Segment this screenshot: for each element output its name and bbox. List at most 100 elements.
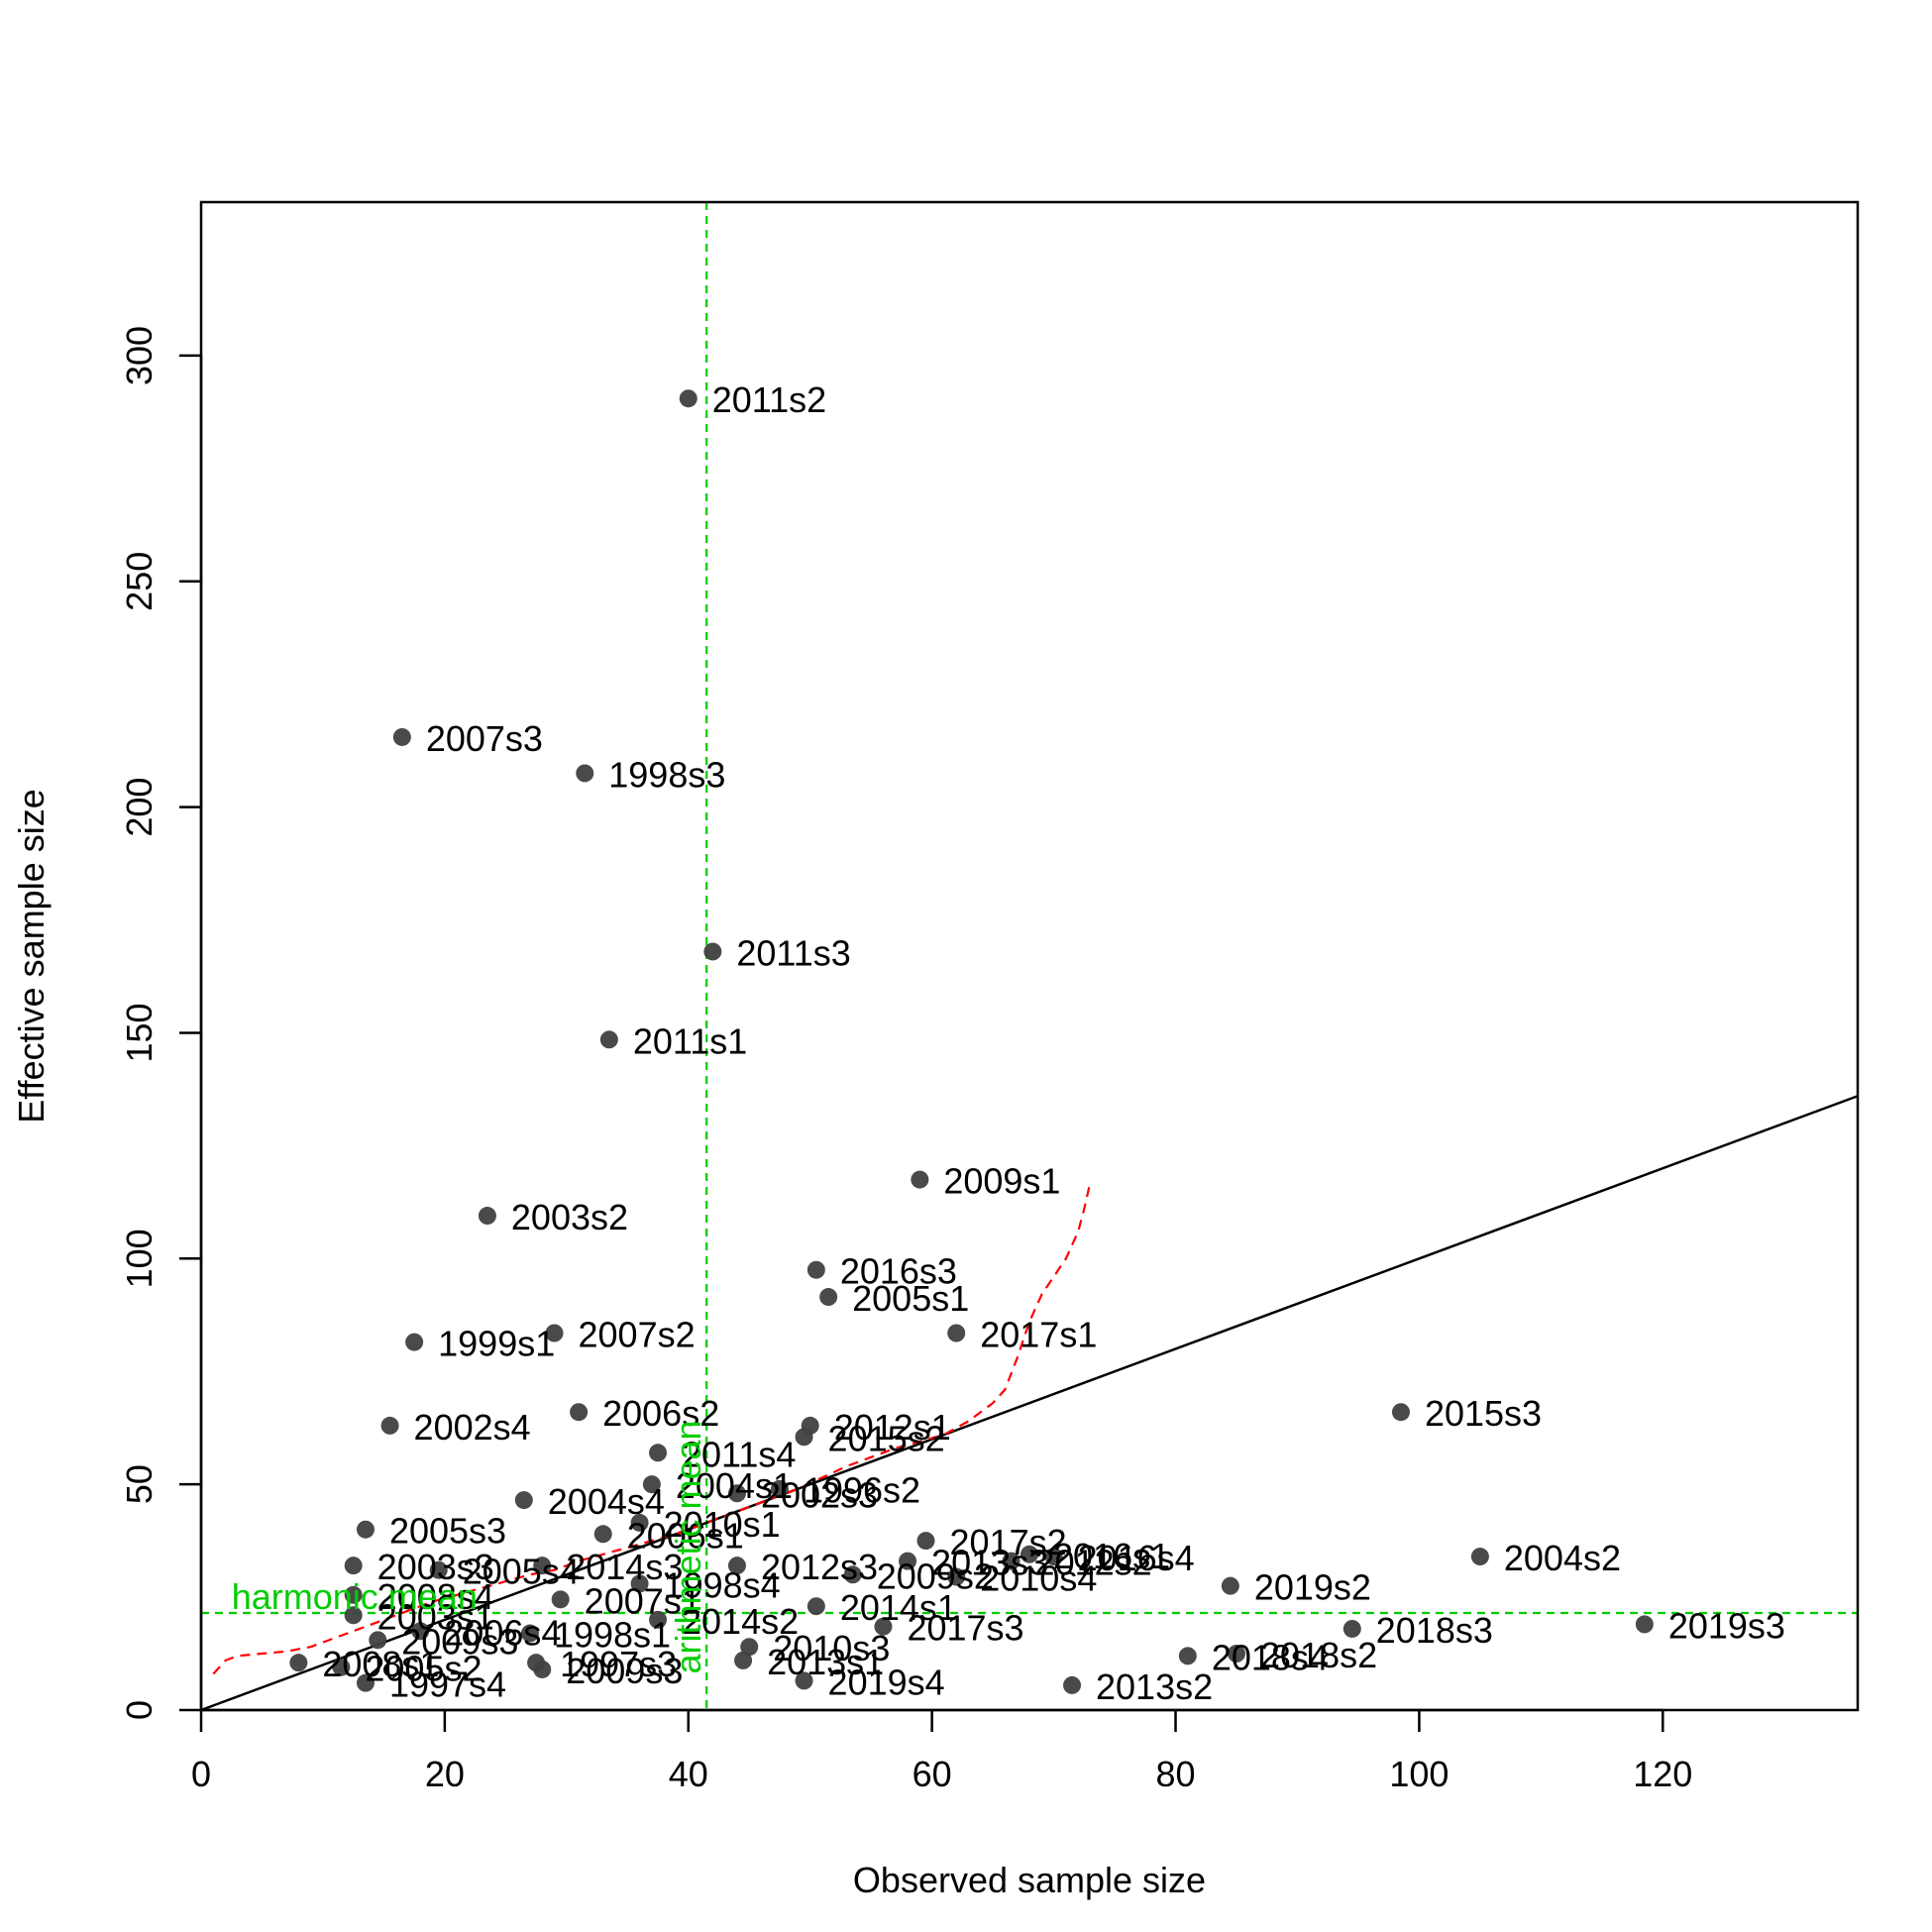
data-point-label: 2002s3 — [761, 1474, 878, 1515]
x-tick-label: 0 — [191, 1754, 211, 1794]
data-point — [819, 1288, 838, 1307]
data-point-label: 2009s3 — [401, 1621, 518, 1662]
data-point-label: 2011s1 — [633, 1020, 747, 1061]
data-point-label: 2008s1 — [322, 1644, 439, 1684]
data-point-label: 2019s3 — [1668, 1605, 1785, 1646]
data-point — [392, 727, 411, 746]
data-point-label: 1997s4 — [389, 1664, 506, 1705]
x-tick-label: 20 — [425, 1754, 465, 1794]
data-point — [533, 1660, 552, 1678]
x-tick-label: 100 — [1389, 1754, 1449, 1794]
data-point — [649, 1444, 668, 1462]
reference-labels: harmonic mean arithmetic mean — [232, 1420, 708, 1673]
data-point-label: 2016s1 — [1053, 1536, 1170, 1576]
data-point-label: 2010s1 — [664, 1504, 781, 1545]
y-tick-label: 200 — [119, 778, 160, 837]
data-point — [570, 1403, 589, 1422]
data-point-label: 2003s1 — [377, 1596, 494, 1637]
data-point — [429, 1560, 448, 1579]
data-point-label: 2014s1 — [840, 1587, 957, 1628]
data-point-label: 2017s3 — [907, 1608, 1023, 1649]
data-point-label: 2011s2 — [712, 379, 826, 420]
data-point-label: 2018s4 — [1212, 1637, 1329, 1677]
data-point — [520, 1624, 539, 1643]
data-points — [289, 389, 1654, 1694]
data-point-label: 2004s1 — [676, 1465, 793, 1506]
data-point-label: 2013s2 — [1096, 1666, 1213, 1707]
y-tick-label: 250 — [119, 552, 160, 611]
data-point-label: 2005s4 — [463, 1552, 580, 1592]
x-tick-label: 80 — [1156, 1754, 1196, 1794]
data-point-label: 2006s4 — [444, 1612, 561, 1653]
data-point — [1228, 1645, 1245, 1664]
data-point-label: 2019s2 — [1254, 1567, 1371, 1608]
data-point-label: 2017s2 — [950, 1522, 1067, 1562]
data-point — [703, 942, 722, 961]
data-point-label: 2018s3 — [1376, 1610, 1493, 1651]
data-point-label: 2003s3 — [377, 1547, 494, 1587]
data-point-label: 2009s3 — [566, 1651, 683, 1691]
data-point — [356, 1673, 375, 1692]
data-point-label: 2005s2 — [365, 1649, 482, 1689]
arithmetic-mean-label: arithmetic mean — [668, 1420, 708, 1673]
data-point — [405, 1333, 424, 1351]
data-point — [899, 1552, 917, 1570]
data-point-label: 2006s2 — [602, 1393, 719, 1434]
harmonic-mean-label: harmonic mean — [232, 1576, 478, 1617]
data-point — [1470, 1548, 1489, 1566]
data-point-label: 1996s2 — [804, 1470, 920, 1511]
data-point — [289, 1654, 308, 1672]
data-point — [806, 1260, 825, 1279]
data-point-label: 2005s1 — [852, 1278, 969, 1319]
data-point-labels: 2011s2 2007s3 1998s3 2011s3 2011s1 2009s1 2003… — [322, 379, 1785, 1707]
data-point — [916, 1532, 935, 1551]
data-point-label: 2003s2 — [511, 1197, 628, 1237]
data-point-label: 2006s1 — [627, 1515, 744, 1556]
y-tick-label: 100 — [119, 1229, 160, 1288]
data-point-label: 2019s4 — [828, 1662, 945, 1702]
data-point-label: 2007s2 — [579, 1315, 696, 1355]
y-tick-label: 300 — [119, 326, 160, 385]
data-point — [344, 1556, 363, 1575]
data-point-label: 1998s1 — [554, 1615, 671, 1656]
data-point-label: 2007s1 — [585, 1580, 701, 1621]
data-point — [369, 1631, 387, 1650]
reference-lines — [201, 202, 1858, 1710]
one-to-one-line — [200, 1095, 1859, 1712]
data-point-label: 2005s3 — [389, 1511, 506, 1552]
data-point — [380, 1416, 399, 1435]
data-point-label: 2011s4 — [682, 1434, 796, 1474]
data-point — [1178, 1647, 1197, 1665]
data-point-label: 2018s2 — [1260, 1635, 1377, 1675]
data-point — [533, 1556, 552, 1575]
data-point — [874, 1617, 893, 1636]
y-tick-label: 50 — [119, 1464, 160, 1504]
data-point — [344, 1585, 363, 1604]
data-point — [356, 1520, 375, 1539]
x-axis-title: Observed sample size — [853, 1860, 1206, 1900]
data-point-label: 2009s2 — [877, 1556, 994, 1596]
data-point-label: 1997s3 — [560, 1644, 677, 1684]
data-point — [551, 1590, 570, 1609]
data-point — [1044, 1548, 1063, 1566]
data-point-label: 1998s3 — [608, 754, 725, 795]
data-point — [727, 1484, 746, 1503]
one-to-one-line-group — [200, 1095, 1859, 1712]
data-point-label: 2010s4 — [980, 1558, 1097, 1599]
data-point — [1635, 1615, 1654, 1634]
data-point — [630, 1574, 649, 1593]
data-point-label: 2012s3 — [761, 1547, 878, 1587]
data-point-label: 2015s2 — [828, 1418, 945, 1458]
data-point — [1002, 1552, 1020, 1570]
y-axis-title: Effective sample size — [11, 789, 52, 1123]
data-point — [806, 1597, 825, 1616]
data-point — [545, 1324, 564, 1342]
x-axis: 0 20 40 60 80 100 120 — [191, 1708, 1692, 1794]
data-point — [843, 1565, 862, 1584]
data-point — [911, 1170, 929, 1189]
plot-frame — [199, 200, 1860, 1712]
data-point-label: 2012s2 — [1035, 1543, 1152, 1583]
data-point — [727, 1556, 746, 1575]
data-point — [740, 1638, 759, 1657]
data-point — [599, 1030, 618, 1049]
